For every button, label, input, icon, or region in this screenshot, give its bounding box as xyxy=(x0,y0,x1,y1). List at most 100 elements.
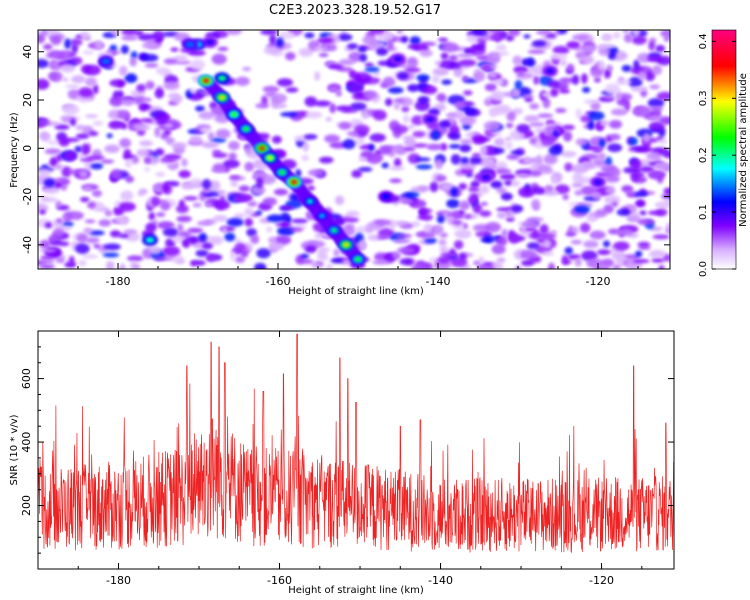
heatmap-cell xyxy=(604,195,621,205)
heatmap-cell xyxy=(594,77,601,83)
heatmap-cell xyxy=(633,59,640,70)
heatmap-cell xyxy=(663,187,670,196)
heatmap-cell xyxy=(325,43,338,52)
heatmap-cell xyxy=(490,111,501,116)
heatmap-cell xyxy=(162,227,179,237)
heatmap-cell xyxy=(424,237,437,244)
heatmap-cell xyxy=(351,169,363,178)
heatmap-cell xyxy=(198,232,208,242)
heatmap-cell xyxy=(396,71,409,80)
heatmap-cell xyxy=(154,126,161,138)
heatmap-cell xyxy=(526,242,540,250)
heatmap-cell xyxy=(402,114,410,123)
heatmap-cell xyxy=(163,129,172,136)
heatmap-cell xyxy=(361,109,369,120)
heatmap-cell xyxy=(605,94,614,100)
heatmap-cell xyxy=(58,241,70,247)
heatmap-cell xyxy=(583,162,595,169)
heatmap-cell xyxy=(579,222,591,233)
heatmap-cell xyxy=(234,242,246,252)
heatmap-cell xyxy=(473,70,486,82)
heatmap-cell xyxy=(632,106,651,117)
heatmap-cell xyxy=(649,84,661,90)
heatmap-cell xyxy=(121,35,139,41)
heatmap-cell xyxy=(304,245,317,254)
heatmap-cell xyxy=(189,88,197,94)
heatmap-cell xyxy=(148,212,156,221)
heatmap-cell xyxy=(605,185,616,196)
heatmap-cell xyxy=(54,124,70,130)
heatmap-cell xyxy=(416,74,430,82)
heatmap-cell xyxy=(485,221,502,233)
heatmap-cell xyxy=(392,124,409,134)
heatmap-cell xyxy=(304,32,315,39)
heatmap-cell xyxy=(459,156,470,164)
heatmap-cell xyxy=(92,120,104,127)
heatmap-cell xyxy=(100,159,115,164)
heatmap-cell xyxy=(154,37,163,43)
snr-frame xyxy=(37,330,675,570)
heatmap-cell xyxy=(639,166,655,173)
heatmap-ridge-peak xyxy=(231,112,237,117)
heatmap-cell xyxy=(536,30,553,35)
heatmap-cell xyxy=(192,202,202,208)
heatmap-cell xyxy=(242,66,252,72)
heatmap-cell xyxy=(481,64,492,72)
heatmap-cell xyxy=(140,104,152,110)
heatmap-cell xyxy=(459,144,472,153)
heatmap-cell xyxy=(308,169,324,177)
heatmap-cell xyxy=(512,107,523,115)
heatmap-cell xyxy=(151,196,161,207)
heatmap-cell xyxy=(188,50,206,57)
heatmap-ridge-peak xyxy=(219,95,225,100)
heatmap-cell xyxy=(575,138,589,146)
heatmap-cell xyxy=(162,245,181,257)
heatmap-cell xyxy=(656,91,670,101)
heatmap-cell xyxy=(545,33,557,38)
heatmap-cell xyxy=(43,43,53,51)
heatmap-cell xyxy=(423,223,434,233)
heatmap-cell xyxy=(562,194,569,201)
heatmap-cell xyxy=(228,140,240,151)
heatmap-cell xyxy=(79,196,90,203)
heatmap-cell xyxy=(344,223,355,231)
heatmap-y-axis-label: Frequency (Hz) xyxy=(9,112,20,188)
heatmap-cell xyxy=(108,121,122,130)
heatmap-ridge-peak xyxy=(355,257,361,262)
heatmap-cell xyxy=(550,53,568,60)
heatmap-cell xyxy=(547,262,556,269)
heatmap-cell xyxy=(652,64,663,76)
heatmap-cell xyxy=(529,121,545,128)
heatmap-cell xyxy=(606,64,614,72)
heatmap-cell xyxy=(92,84,99,95)
heatmap-cell xyxy=(396,233,412,239)
heatmap-cell xyxy=(404,191,420,199)
heatmap-cell xyxy=(39,131,50,140)
heatmap-cell xyxy=(597,249,611,256)
heatmap-cell xyxy=(482,235,496,244)
heatmap-cell xyxy=(70,38,83,46)
heatmap-cell xyxy=(338,122,352,130)
heatmap-cell xyxy=(110,30,120,36)
snr-panel: -180 -160 -140 -120 200 400 600 Height of str… xyxy=(9,330,675,596)
heatmap-cell xyxy=(602,240,611,248)
heatmap-cell xyxy=(471,134,486,145)
heatmap-cell xyxy=(155,212,166,217)
heatmap-cell xyxy=(56,256,65,264)
heatmap-blob-core xyxy=(393,55,403,62)
colorbar-tick-label: 0.0 xyxy=(698,261,709,277)
heatmap-cell xyxy=(604,175,620,183)
heatmap-cell xyxy=(98,219,112,227)
heatmap-cell xyxy=(189,135,202,144)
heatmap-cell xyxy=(448,132,461,141)
heatmap-x-tick-label: -180 xyxy=(106,275,131,288)
heatmap-cell xyxy=(648,40,656,51)
heatmap-cell xyxy=(491,131,502,136)
heatmap-cell xyxy=(471,30,489,36)
heatmap-cell xyxy=(631,30,641,37)
heatmap-cell xyxy=(551,176,558,185)
heatmap-cell xyxy=(495,44,507,51)
figure-title: C2E3.2023.328.19.52.G17 xyxy=(269,3,441,18)
heatmap-cell xyxy=(552,45,570,55)
heatmap-cell xyxy=(123,229,138,235)
